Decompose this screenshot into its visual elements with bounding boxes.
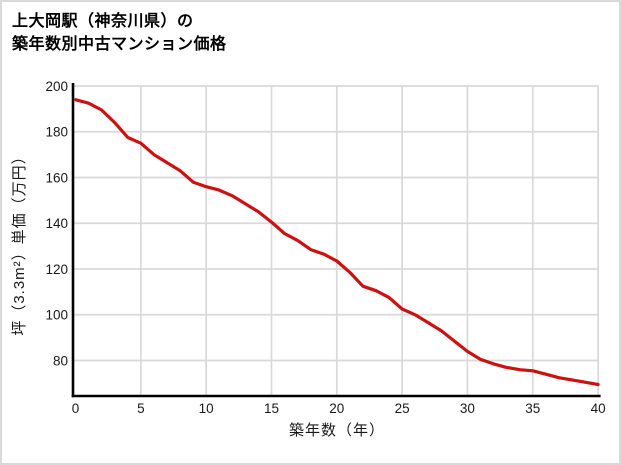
x-tick-label: 5 xyxy=(137,401,145,416)
y-tick-label: 100 xyxy=(45,308,68,323)
chart-title: 上大岡駅（神奈川県）の 築年数別中古マンション価格 xyxy=(12,10,227,56)
price-line xyxy=(73,98,600,387)
x-tick-label: 35 xyxy=(525,401,540,416)
x-tick-label: 30 xyxy=(460,401,475,416)
y-tick-label: 140 xyxy=(45,216,68,231)
x-tick-label: 0 xyxy=(72,401,80,416)
y-tick-label: 120 xyxy=(45,262,68,277)
tick-labels: 80 100 120 140 160 180 200 0 5 10 15 20 25 30 35 40 xyxy=(45,79,605,416)
axes xyxy=(71,83,601,398)
y-tick-label: 200 xyxy=(45,79,68,94)
x-tick-label: 15 xyxy=(264,401,279,416)
x-tick-label: 20 xyxy=(329,401,344,416)
y-axis-label: 坪（3.3m²）単価（万円） xyxy=(11,148,28,335)
x-tick-label: 10 xyxy=(199,401,214,416)
gridlines xyxy=(73,85,599,396)
x-tick-label: 40 xyxy=(591,401,606,416)
chart-title-line2: 築年数別中古マンション価格 xyxy=(12,36,227,54)
price-line-series xyxy=(73,98,600,387)
y-tick-label: 80 xyxy=(53,353,68,368)
x-tick-label: 25 xyxy=(395,401,410,416)
y-tick-label: 160 xyxy=(45,170,68,185)
x-axis-label: 築年数（年） xyxy=(289,421,385,439)
y-tick-label: 180 xyxy=(45,125,68,140)
chart-title-line1: 上大岡駅（神奈川県）の xyxy=(12,13,194,30)
